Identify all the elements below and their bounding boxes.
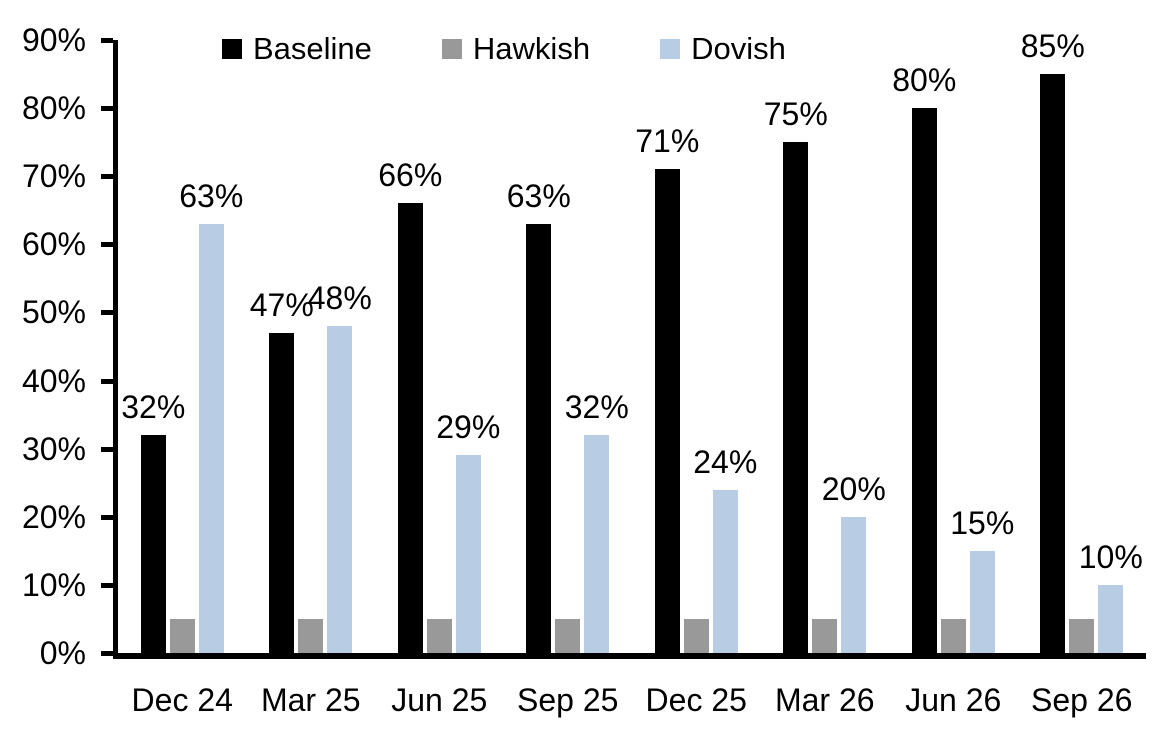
x-axis-label: Sep 25: [517, 682, 619, 718]
bar-group-sep-26: 85% 10%: [1018, 30, 1147, 653]
bar-value-label: 71%: [635, 123, 700, 160]
bar-value-label: 47%: [249, 286, 314, 323]
x-axis-label: Dec 24: [131, 682, 233, 718]
bar-dovish-mar-26: 20%: [822, 473, 886, 653]
bar-group-dec-25: 71% 24%: [632, 40, 761, 653]
y-axis-label: 30%: [21, 430, 86, 467]
bar-dovish-sep-25: 32%: [565, 391, 629, 653]
y-axis-label: 20%: [21, 498, 86, 535]
bar-value-label: 32%: [564, 389, 629, 426]
bar-hawkish-sep-26: [1069, 618, 1095, 653]
y-axis-label: 90%: [21, 22, 86, 58]
y-axis-label: 80%: [21, 90, 86, 127]
legend-swatch-dovish: [660, 38, 681, 59]
y-axis-tick: [101, 651, 113, 656]
x-axis-label: Mar 25: [260, 682, 361, 718]
x-axis: Dec 24 Mar 25 Jun 25 Sep 25 Dec 25 Mar 26 Jun …: [118, 684, 1146, 716]
bar-dovish-sep-26: 10%: [1079, 541, 1143, 653]
y-axis-tick: [101, 310, 113, 316]
legend-label: Dovish: [691, 31, 786, 66]
bar-hawkish-dec-25: [683, 618, 709, 653]
y-axis-tick: [101, 242, 113, 248]
bar-dovish-dec-24: 63%: [179, 180, 243, 653]
bar-baseline-sep-26: 85%: [1021, 30, 1085, 653]
bar-value-label: 48%: [307, 280, 372, 317]
bar-group-jun-26: 80% 15%: [889, 40, 1018, 653]
bar-value-label: 63%: [179, 177, 244, 214]
x-axis-label: Jun 25: [391, 682, 488, 718]
bar-value-label: 75%: [763, 96, 828, 133]
legend-item-hawkish: Hawkish: [441, 31, 591, 66]
bar-value-label: 10%: [1078, 538, 1143, 575]
plot-area: 32% 63% 47% 48% 66% 29% 63% 32% 71% 24% 75% 20% 80% 1…: [113, 30, 1147, 659]
legend-label: Baseline: [253, 31, 372, 66]
bar-value-label: 80%: [892, 62, 957, 99]
bar-value-label: 32%: [121, 389, 186, 426]
y-axis-label: 0%: [39, 635, 86, 671]
y-axis-label: 50%: [21, 294, 86, 331]
y-axis-tick: [101, 514, 113, 520]
bar-value-label: 66%: [378, 157, 443, 194]
legend-swatch-hawkish: [441, 38, 462, 59]
x-axis-label: Sep 26: [1031, 682, 1133, 718]
y-axis-tick: [101, 378, 113, 384]
bar-value-label: 85%: [1020, 28, 1085, 65]
bar-baseline-dec-24: 32%: [121, 391, 185, 653]
bar-baseline-dec-25: 71%: [635, 125, 699, 653]
bar-hawkish-jun-25: [426, 618, 452, 653]
legend-item-baseline: Baseline: [222, 33, 372, 64]
bar-group-dec-24: 32% 63%: [118, 40, 247, 653]
y-axis-tick: [101, 106, 113, 112]
bar-hawkish-dec-24: [169, 618, 195, 653]
y-axis-label: 10%: [21, 566, 86, 603]
legend-label: Hawkish: [472, 31, 591, 66]
bar-value-label: 20%: [821, 470, 886, 507]
bar-groups: 32% 63% 47% 48% 66% 29% 63% 32% 71% 24% 75% 20% 80% 1…: [118, 30, 1147, 653]
chart-legend: Baseline Hawkish Dovish: [222, 33, 786, 64]
x-axis-label: Dec 25: [645, 682, 747, 718]
bar-value-label: 15%: [950, 504, 1015, 541]
bar-baseline-jun-25: 66%: [378, 159, 442, 653]
bar-baseline-jun-26: 80%: [892, 64, 956, 653]
bar-dovish-jun-25: 29%: [436, 411, 500, 653]
legend-item-dovish: Dovish: [660, 33, 786, 64]
y-axis-label: 40%: [21, 362, 86, 399]
bar-hawkish-sep-25: [555, 618, 581, 653]
legend-swatch-baseline: [222, 38, 242, 59]
bar-dovish-dec-25: 24%: [693, 446, 757, 653]
bar-hawkish-mar-26: [812, 618, 838, 653]
y-axis-tick: [101, 582, 113, 588]
bar-value-label: 24%: [693, 443, 758, 480]
y-axis-tick: [101, 446, 113, 452]
bar-value-label: 29%: [436, 409, 501, 446]
bar-group-jun-25: 66% 29%: [375, 40, 504, 653]
bar-group-sep-25: 63% 32%: [504, 40, 633, 653]
bar-group-mar-25: 47% 48%: [247, 40, 376, 653]
bar-baseline-sep-25: 63%: [507, 180, 571, 653]
bar-dovish-mar-25: 48%: [308, 282, 372, 653]
bar-value-label: 63%: [506, 177, 571, 214]
y-axis-tick: [101, 38, 113, 43]
bar-baseline-mar-26: 75%: [764, 98, 828, 653]
bar-hawkish-jun-26: [940, 618, 966, 653]
bar-hawkish-mar-25: [298, 618, 324, 653]
y-axis-label: 70%: [21, 158, 86, 195]
y-axis-label: 60%: [21, 226, 86, 263]
x-axis-label: Mar 26: [774, 682, 875, 718]
x-axis-label: Jun 26: [905, 682, 1002, 718]
bar-dovish-jun-26: 15%: [950, 507, 1014, 653]
bar-group-mar-26: 75% 20%: [761, 40, 890, 653]
bar-baseline-mar-25: 47%: [250, 289, 314, 653]
y-axis-tick: [101, 174, 113, 180]
